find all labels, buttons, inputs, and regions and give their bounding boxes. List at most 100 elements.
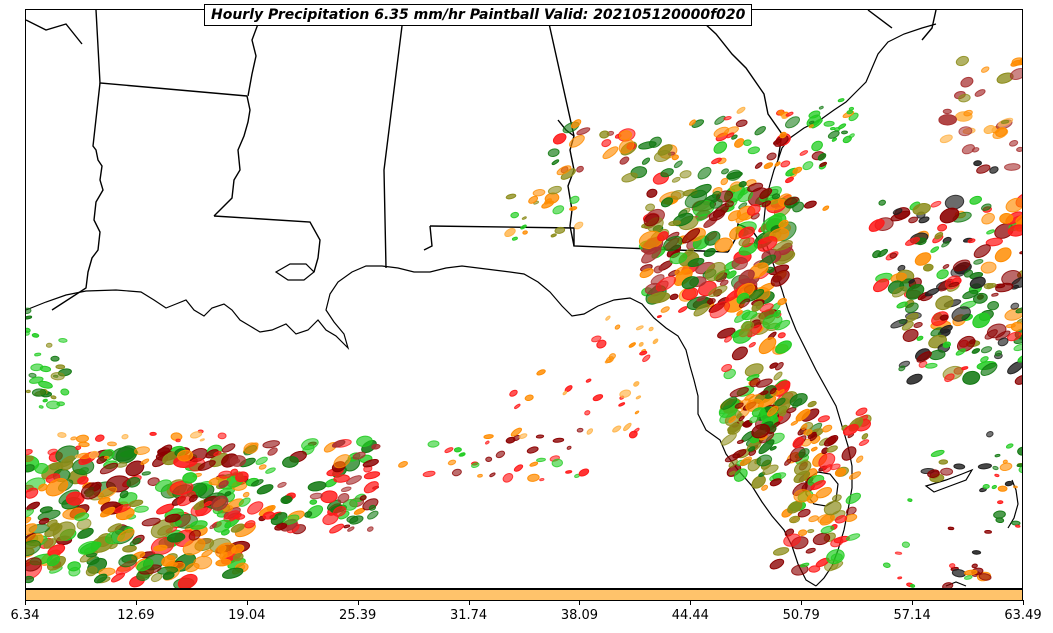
precip-blob: [255, 456, 268, 465]
precip-blob: [910, 583, 916, 588]
precip-blob: [834, 468, 847, 477]
precip-blob: [973, 259, 984, 265]
precip-blob: [994, 350, 1003, 357]
precip-blob: [767, 405, 779, 417]
precip-blob: [783, 533, 801, 547]
precip-blob: [994, 247, 1012, 263]
colorbar-tick-label: 38.09: [560, 608, 599, 623]
precip-blob: [568, 134, 585, 148]
colorbar-tick-mark: [246, 600, 248, 605]
precip-blob: [972, 312, 991, 329]
colorbar-tick-label: 6.34: [10, 608, 40, 623]
precip-blob: [808, 124, 814, 129]
precip-blob: [848, 471, 862, 480]
precip-blob: [726, 169, 742, 181]
precip-blob: [797, 529, 808, 536]
precip-blob: [78, 441, 90, 448]
precip-blob: [398, 461, 408, 468]
precip-blob: [759, 303, 774, 313]
precip-blob: [735, 119, 748, 128]
precip-blob: [511, 236, 518, 241]
precip-blob: [26, 330, 30, 336]
precip-blob: [50, 355, 60, 362]
precip-blob: [731, 346, 748, 361]
precip-blob: [193, 555, 213, 570]
precip-blob: [734, 402, 744, 409]
precip-blob: [510, 211, 520, 219]
precip-blob: [221, 567, 244, 579]
colorbar: [25, 589, 1023, 601]
precip-blob: [60, 388, 70, 396]
precip-blob: [842, 423, 859, 436]
precip-blob: [748, 342, 756, 348]
precip-blob: [902, 328, 919, 342]
precip-blob: [720, 432, 737, 446]
precip-blob: [720, 396, 738, 410]
precip-blob: [451, 468, 462, 477]
precip-blob: [930, 200, 942, 208]
precip-blob: [777, 389, 785, 395]
precip-blob: [26, 449, 33, 456]
precip-blob: [526, 446, 539, 454]
precip-blob: [656, 315, 662, 319]
precip-blob: [164, 513, 181, 523]
precip-blob: [780, 160, 791, 168]
precip-blob: [157, 444, 173, 457]
precip-blob: [26, 315, 33, 320]
precip-blob: [906, 373, 923, 385]
precip-blob: [986, 282, 997, 289]
precip-blob: [347, 526, 355, 532]
precip-blob: [736, 106, 746, 114]
precip-blob: [778, 219, 789, 229]
precip-blob: [641, 157, 651, 165]
precip-blob: [576, 165, 584, 173]
precip-blob: [352, 451, 366, 460]
precip-blob: [1009, 139, 1019, 147]
precip-blob: [668, 220, 682, 227]
precip-blob: [52, 521, 76, 542]
precip-blob: [569, 195, 580, 204]
precip-blob: [938, 114, 957, 126]
precip-blob: [623, 422, 632, 432]
precip-blob: [556, 165, 572, 176]
precip-blob: [502, 473, 514, 483]
precip-blob: [1015, 307, 1022, 314]
precip-blob: [826, 445, 838, 453]
precip-blob: [757, 236, 778, 252]
precip-blob: [182, 472, 198, 484]
precip-blob: [901, 541, 910, 548]
precip-blob: [215, 558, 232, 567]
precip-blob: [78, 540, 100, 555]
precip-blob: [846, 533, 861, 541]
precip-blob: [26, 464, 35, 473]
precip-blob: [693, 303, 710, 317]
precip-blob: [812, 532, 831, 546]
precip-blob: [605, 315, 611, 321]
precip-blob: [892, 208, 903, 216]
precip-blob: [991, 484, 997, 490]
precip-blob: [841, 446, 857, 461]
precip-blob: [368, 504, 377, 511]
precip-blob: [608, 353, 616, 360]
precip-blob: [762, 464, 779, 475]
precip-blob: [924, 288, 940, 297]
precip-blob: [119, 490, 129, 499]
precip-blob: [967, 238, 976, 244]
precip-blob: [660, 197, 674, 208]
precip-blob: [942, 341, 952, 348]
precip-blob: [229, 455, 247, 467]
precip-blob: [1010, 321, 1022, 332]
precip-blob: [936, 269, 949, 280]
precip-blob: [283, 514, 300, 525]
precip-blob: [1004, 480, 1014, 487]
precip-blob: [189, 431, 203, 439]
precip-blob: [31, 333, 40, 338]
colorbar-tick-label: 57.14: [893, 608, 931, 623]
precip-blob: [1005, 443, 1014, 449]
precip-blob: [80, 482, 102, 500]
precip-blob: [88, 450, 99, 459]
precip-blob: [754, 126, 766, 136]
precip-blob: [1016, 146, 1022, 152]
precip-blob: [638, 141, 657, 150]
precip-blob: [817, 415, 830, 423]
